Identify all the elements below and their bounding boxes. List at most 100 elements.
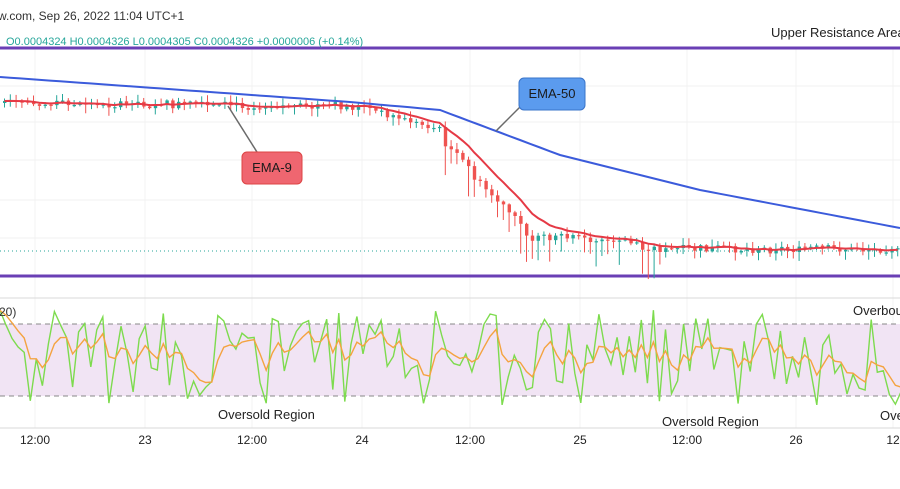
candle-body	[530, 235, 535, 241]
candle-body	[461, 152, 465, 160]
ema9-line	[4, 99, 898, 252]
stoch-k-line	[0, 309, 900, 406]
candle-body	[217, 104, 221, 106]
candle-body	[803, 246, 807, 248]
candle-body	[548, 234, 552, 241]
x-tick-label: 24	[355, 433, 369, 447]
candle-body	[496, 195, 500, 202]
candle-body	[385, 110, 390, 118]
chart-texts: w.com, Sep 26, 2022 11:04 UTC+1 O0.00043…	[0, 9, 900, 429]
candle-body	[774, 250, 778, 254]
upper-resistance-label: Upper Resistance Area	[771, 25, 900, 40]
candle-body	[252, 108, 256, 110]
candle-body	[757, 248, 761, 253]
header-site-date: w.com, Sep 26, 2022 11:04 UTC+1	[0, 9, 185, 23]
candle-body	[380, 110, 384, 112]
candle-body	[101, 104, 105, 106]
candle-body	[391, 115, 395, 118]
candle-body	[658, 246, 662, 252]
candle-body	[606, 239, 610, 241]
candle-body	[432, 127, 436, 130]
candle-body	[867, 250, 871, 252]
candle-body	[478, 179, 482, 181]
candle-body	[588, 237, 593, 243]
x-tick-label: 12:00	[672, 433, 702, 447]
candle-body	[403, 118, 407, 120]
candle-body	[264, 106, 268, 109]
candle-body	[670, 248, 674, 250]
candle-body	[148, 106, 152, 109]
candle-body	[61, 100, 65, 102]
candle-body	[594, 241, 598, 243]
candle-body	[414, 121, 419, 124]
candle-body	[397, 115, 401, 119]
moving-averages	[0, 76, 900, 252]
candle-body	[751, 248, 755, 253]
stochastic-oscillator	[0, 309, 900, 406]
candle-body	[246, 108, 250, 110]
candle-body	[258, 108, 262, 110]
candle-body	[896, 248, 900, 250]
candle-body	[513, 212, 517, 216]
candle-body	[693, 246, 697, 251]
candle-body	[124, 101, 129, 106]
candle-body	[884, 252, 888, 254]
candle-body	[107, 104, 111, 108]
support-resistance-levels	[0, 46, 900, 278]
candle-body	[844, 249, 848, 252]
candlesticks	[3, 93, 900, 280]
candle-body	[345, 104, 349, 110]
candle-body	[710, 246, 714, 252]
candle-body	[443, 126, 448, 147]
candle-body	[211, 104, 216, 106]
overbought-label: Overbought	[853, 303, 900, 318]
candle-body	[43, 104, 47, 106]
candle-body	[675, 248, 680, 250]
x-tick-label: 12:00	[455, 433, 485, 447]
candle-body	[652, 246, 656, 251]
candle-body	[733, 246, 738, 253]
candle-body	[612, 240, 616, 242]
ema9-label: EMA-9	[252, 160, 292, 175]
x-tick-label: 26	[789, 433, 803, 447]
x-tick-label: 25	[573, 433, 587, 447]
candle-body	[554, 235, 558, 241]
candle-body	[635, 242, 639, 244]
ema50-line	[0, 76, 900, 229]
candle-body	[20, 101, 24, 103]
candle-body	[583, 235, 587, 238]
stoch-d-line	[0, 309, 900, 388]
candle-body	[542, 234, 546, 236]
x-axis: 12:00 23 12:00 24 12:00 25 12:00 26 12	[20, 433, 900, 447]
x-tick-label: 12:00	[20, 433, 50, 447]
candle-body	[716, 245, 720, 247]
candle-body	[182, 101, 187, 103]
oversold-label: Oversold Region	[218, 407, 315, 422]
candle-body	[455, 149, 459, 153]
candle-body	[449, 146, 453, 150]
candle-body	[815, 245, 819, 247]
candle-body	[356, 105, 361, 110]
callouts: EMA-9 EMA-50	[227, 77, 586, 185]
oscillator-params: 20)	[0, 305, 16, 319]
candle-body	[565, 233, 569, 239]
candle-body	[298, 103, 303, 106]
candle-body	[72, 104, 76, 107]
candle-body	[739, 250, 743, 253]
candle-body	[420, 121, 424, 125]
candle-body	[525, 223, 529, 236]
ema9-pointer	[227, 105, 263, 161]
candle-body	[188, 101, 192, 103]
candle-body	[629, 238, 633, 244]
candle-body	[571, 235, 575, 239]
candle-body	[467, 159, 471, 167]
candle-body	[426, 124, 430, 129]
oversold-label-2: Oversold Region	[662, 414, 759, 429]
overbought-label-2: Over	[880, 408, 900, 423]
candle-body	[333, 102, 337, 105]
candle-body	[484, 180, 488, 190]
x-tick-label: 12:00	[237, 433, 267, 447]
ohlc-readout: O0.0004324 H0.0004326 L0.0004305 C0.0004…	[6, 36, 363, 48]
candle-body	[490, 189, 494, 196]
